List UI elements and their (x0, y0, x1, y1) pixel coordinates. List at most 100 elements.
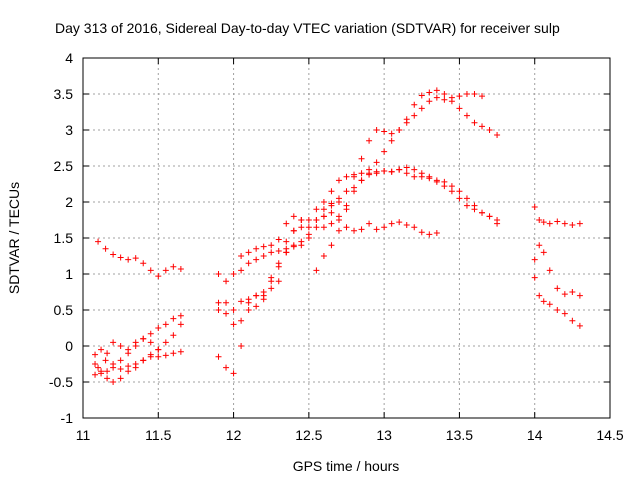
data-point (102, 245, 109, 252)
data-point (260, 292, 267, 299)
series-arc6 (215, 217, 305, 377)
series-arc9 (215, 164, 501, 285)
data-point (92, 371, 99, 378)
data-point (381, 148, 388, 155)
data-point (426, 89, 433, 96)
data-point (396, 166, 403, 173)
data-point (298, 217, 305, 223)
series-arc12 (320, 87, 486, 231)
data-point (253, 245, 260, 252)
data-point (531, 204, 538, 211)
data-point (245, 296, 252, 303)
data-point (140, 357, 147, 364)
data-point (569, 317, 576, 324)
data-point (125, 368, 132, 375)
data-point (98, 346, 105, 353)
data-point (561, 291, 568, 298)
data-point (290, 213, 297, 220)
series-arc8 (215, 166, 501, 328)
data-point (366, 220, 373, 227)
data-point (132, 361, 139, 367)
data-point (313, 206, 320, 213)
data-point (223, 310, 230, 317)
data-point (403, 222, 410, 229)
data-point (215, 307, 222, 313)
series-arc2 (92, 348, 184, 378)
data-point (125, 363, 132, 370)
data-point (320, 253, 327, 259)
x-tick-label: 14.5 (596, 427, 623, 443)
data-point (230, 307, 237, 313)
data-point (290, 242, 297, 249)
data-point (494, 132, 501, 139)
y-tick-label: 4 (65, 50, 73, 66)
data-point (471, 206, 478, 213)
data-point (170, 332, 177, 339)
data-point (95, 238, 102, 245)
data-point (155, 346, 162, 353)
data-point (260, 243, 267, 250)
data-point (463, 202, 470, 209)
data-point (162, 267, 169, 274)
data-point (102, 357, 109, 364)
data-point (546, 267, 553, 274)
data-point (403, 116, 410, 123)
series-arc14 (531, 242, 583, 299)
y-tick-label: 0 (65, 338, 73, 354)
data-point (177, 312, 184, 319)
data-point (561, 310, 568, 317)
data-point (411, 173, 418, 180)
y-tick-label: 0.5 (54, 302, 74, 318)
data-marks (92, 87, 583, 385)
data-point (117, 343, 124, 349)
data-point (335, 177, 342, 184)
data-point (373, 127, 380, 133)
data-point (162, 321, 169, 328)
data-point (92, 351, 99, 358)
data-point (132, 343, 139, 349)
x-tick-label: 11.5 (145, 427, 171, 443)
data-point (433, 229, 440, 236)
chart-title: Day 313 of 2016, Sidereal Day-to-day VTE… (55, 20, 560, 36)
data-point (155, 353, 162, 360)
data-point (426, 231, 433, 238)
data-point (358, 170, 365, 177)
data-point (373, 170, 380, 177)
data-point (343, 173, 350, 180)
data-point (456, 105, 463, 112)
data-point (313, 224, 320, 231)
data-point (238, 317, 245, 324)
data-point (110, 339, 117, 346)
y-tick-label: 3 (65, 122, 73, 138)
data-point (411, 101, 418, 108)
data-point (290, 227, 297, 234)
data-point (275, 260, 282, 267)
data-point (540, 298, 547, 305)
data-point (540, 249, 547, 256)
data-point (177, 321, 184, 328)
data-point (215, 299, 222, 306)
data-point (343, 224, 350, 231)
data-point (456, 195, 463, 202)
data-point (381, 224, 388, 231)
data-point (403, 164, 410, 171)
data-point (433, 94, 440, 101)
data-point (373, 226, 380, 233)
x-tick-label: 13 (376, 427, 392, 443)
data-point (298, 238, 305, 245)
data-point (554, 307, 561, 313)
data-point (373, 159, 380, 166)
data-point (170, 315, 177, 322)
data-point (147, 267, 154, 274)
data-point (253, 256, 260, 263)
data-point (117, 254, 124, 261)
data-point (177, 265, 184, 272)
series-arc11 (313, 94, 501, 274)
data-point (223, 299, 230, 306)
data-point (268, 249, 275, 256)
data-point (546, 220, 553, 227)
data-point (456, 188, 463, 195)
data-point (463, 112, 470, 119)
data-point (486, 127, 493, 133)
data-point (305, 224, 312, 231)
